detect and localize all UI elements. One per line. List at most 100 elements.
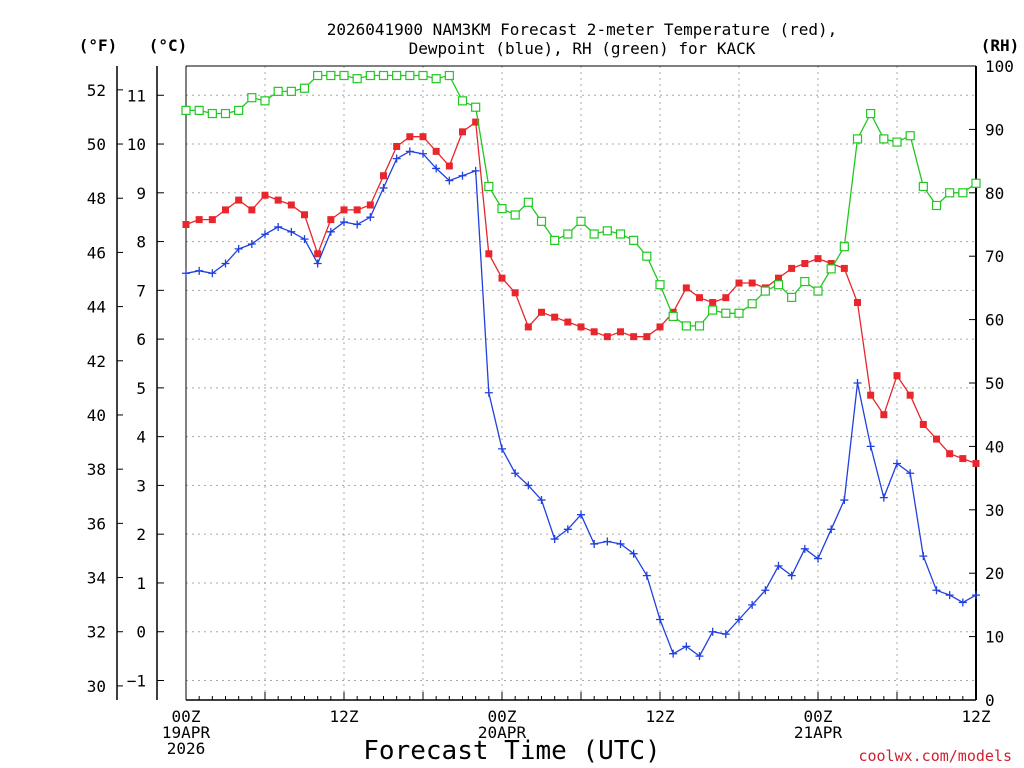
celsius-tick-label: 6 [136,330,146,349]
2-meter-temperature-point [551,313,559,321]
x-tick-label: 00Z [488,707,517,726]
2-meter-temperature-line [185,120,977,465]
2-meter-temperature-point [972,459,980,467]
rh-point [681,321,691,331]
2-meter-temperature-point [287,201,295,209]
rh-point [708,305,718,315]
dewpoint-point [840,496,849,505]
2-meter-temperature-point [195,216,203,224]
rh-point [378,70,389,81]
2-meter-temperature-point [472,118,480,126]
2-meter-temperature-point [366,201,374,209]
celsius-tick-label: 7 [136,281,146,300]
rh-point [392,70,402,81]
rh-tick-label: 10 [985,628,1004,647]
watermark: coolwx.com/models [858,747,1012,765]
dewpoint-point [366,213,375,222]
fahrenheit-tick-label: 50 [87,135,106,154]
2-meter-temperature-point [867,391,875,399]
dewpoint-point [853,379,862,387]
rh-point [958,188,968,198]
dewpoint-point [958,598,967,607]
x-tick-label: 00Z [804,707,833,726]
2-meter-temperature-point [393,142,401,150]
rh-point [313,70,323,81]
2-meter-temperature-point [208,216,216,224]
fahrenheit-tick-label: 48 [87,189,106,208]
dewpoint-point [458,171,467,180]
dewpoint-point [906,469,915,478]
2-meter-temperature-point [788,264,796,272]
fahrenheit-unit-label: (°F) [79,36,118,55]
rh-point [510,210,520,220]
dewpoint-point [340,218,348,227]
dewpoint-point [616,539,625,548]
dewpoint-point [642,571,651,580]
rh-point [655,280,665,290]
2-meter-temperature-point [340,206,348,214]
2-meter-temperature-point [524,323,532,331]
fahrenheit-tick-label: 44 [87,298,106,317]
x-tick-label: 19APR [162,723,211,742]
rh-point [892,137,902,147]
2-meter-temperature-point [327,216,335,224]
rh-point [931,200,942,211]
rh-point [273,86,283,96]
rh-point [629,235,639,245]
rh-point [747,299,757,309]
rh-point [220,108,231,119]
dewpoint-point [721,630,730,639]
x-tick-label: 21APR [794,723,843,742]
2-meter-temperature-point [735,279,743,287]
2-meter-temperature-point [222,206,229,214]
fahrenheit-tick-label: 32 [87,623,106,642]
dewpoint-point [761,586,770,595]
rh-point [497,204,507,214]
dewpoint-point [182,269,190,278]
2-meter-temperature-point [775,274,782,282]
2-meter-temperature-point [564,318,572,326]
rh-point [326,70,336,81]
dewpoint-point [524,481,533,490]
2-meter-temperature-point [919,420,927,428]
dewpoint-point [827,525,836,534]
dewpoint-point [405,147,414,156]
celsius-tick-label: 0 [136,623,146,642]
2-meter-temperature-point [314,250,322,258]
rh-point [418,70,428,81]
dewpoint-point [735,615,743,624]
dewpoint-point [353,220,362,229]
rh-point [826,264,836,274]
celsius-tick-label: 1 [136,574,146,593]
dewpoint-point [656,615,664,624]
rh-point [734,308,744,318]
dewpoint-point [695,652,704,661]
rh-point [194,105,204,115]
rh-tick-label: 70 [985,247,1004,266]
2-meter-temperature-point [709,299,717,307]
2-meter-temperature-point [682,284,690,292]
2-meter-temperature-point [959,455,967,463]
dewpoint-point [893,459,901,468]
2-meter-temperature-point [801,260,809,268]
rh-point [615,229,626,239]
2-meter-temperature-point [577,323,585,331]
rh-point [905,131,915,141]
dewpoint-point [787,571,796,580]
2-meter-temperature-point [946,450,954,458]
2-meter-temperature-point [301,211,308,219]
dewpoint-point [590,539,599,548]
fahrenheit-tick-label: 34 [87,569,106,588]
x-tick-label: 12Z [330,707,359,726]
dewpoint-point [498,444,506,453]
rh-point [773,280,784,290]
2-meter-temperature-point [643,333,651,341]
dewpoint-point [932,586,941,595]
dewpoint-point [800,544,809,553]
dewpoint-point [484,388,493,397]
rh-tick-label: 80 [985,184,1004,203]
dewpoint-point [313,259,322,268]
2-meter-temperature-point [854,299,861,307]
chart-title-line2: Dewpoint (blue), RH (green) for KACK [409,39,756,58]
dewpoint-point [274,222,283,231]
